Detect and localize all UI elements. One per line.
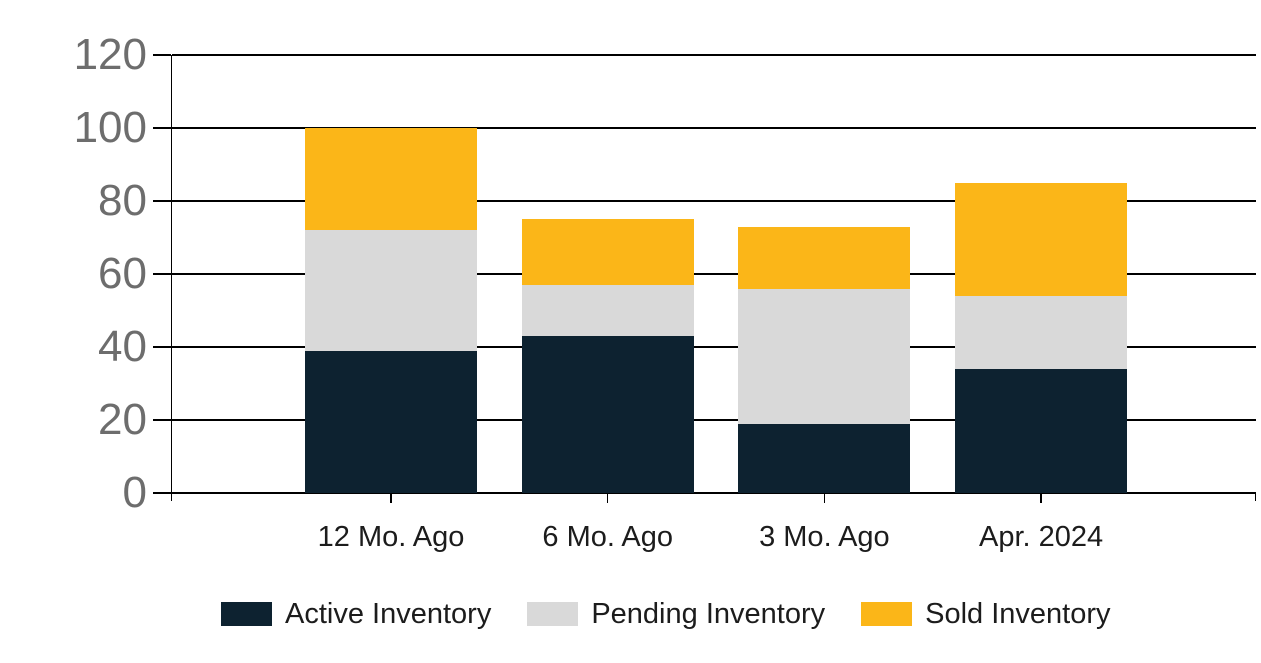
bar-segment-sold-inventory-1 [305,128,477,231]
bar-segment-active-inventory-2 [521,336,694,493]
bar-segment-active-inventory-3 [738,423,911,493]
y-tick-100 [153,127,171,129]
y-tick-label-80: 80 [98,176,147,225]
y-tick-label-60: 60 [98,249,147,298]
x-tick-4 [1040,493,1042,503]
y-tick-40 [153,346,171,348]
bar-segment-pending-inventory-2 [521,284,694,337]
y-tick-label-120: 120 [73,30,147,79]
y-tick-80 [153,200,171,202]
gridline-60 [172,273,1256,275]
x-tick-label-3: 3 Mo. Ago [759,521,890,553]
x-tick-label-4: Apr. 2024 [979,521,1104,553]
legend-item-active-inventory: Active Inventory [221,599,491,629]
legend-label: Active Inventory [285,598,492,630]
x-tick-label-2: 6 Mo. Ago [542,521,673,553]
legend-swatch [861,602,913,626]
y-tick-label-100: 100 [73,103,147,152]
bar-segment-pending-inventory-3 [738,288,911,424]
y-tick-0 [153,492,171,494]
bar-segment-pending-inventory-4 [955,295,1128,369]
legend-label: Pending Inventory [591,598,826,630]
y-tick-120 [153,54,171,56]
x-tick-2 [606,493,609,503]
plot-area [170,54,1256,501]
y-axis-line [170,55,172,501]
legend-swatch [221,602,272,626]
gridline-120 [172,54,1256,56]
legend-swatch [527,602,579,626]
bar-segment-sold-inventory-4 [955,182,1128,296]
bar-segment-active-inventory-1 [305,350,477,493]
y-tick-label-20: 20 [98,395,147,444]
gridline-0 [172,492,1256,494]
bar-segment-sold-inventory-2 [521,219,694,285]
legend-item-pending-inventory: Pending Inventory [527,599,825,629]
y-tick-60 [153,273,171,275]
gridline-100 [172,127,1256,129]
legend-item-sold-inventory: Sold Inventory [861,598,1111,630]
gridline-40 [172,346,1256,348]
bar-segment-active-inventory-4 [955,368,1128,493]
legend: Active Inventory Pending Inventory Sold In… [221,599,1111,629]
x-axis-end-tick [1254,493,1256,501]
bar-segment-sold-inventory-3 [738,226,911,289]
y-tick-label-40: 40 [98,322,147,371]
gridline-20 [172,419,1256,421]
legend-label: Sold Inventory [925,598,1111,630]
y-tick-20 [153,419,171,421]
x-tick-3 [823,493,826,503]
bar-segment-pending-inventory-1 [305,230,477,351]
y-tick-label-0: 0 [122,468,147,517]
x-tick-1 [390,493,392,503]
x-tick-label-1: 12 Mo. Ago [317,521,465,553]
gridline-80 [172,200,1256,202]
